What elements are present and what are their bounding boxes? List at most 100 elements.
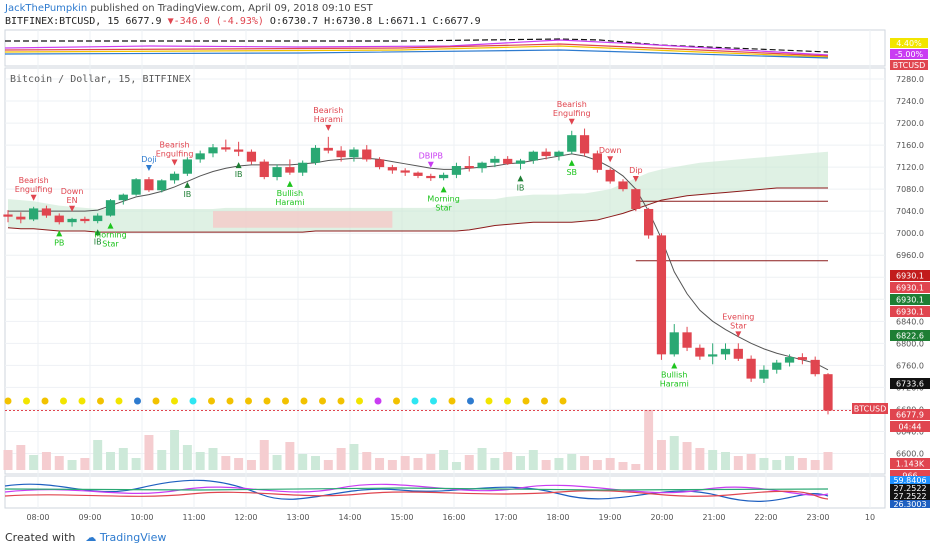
candle[interactable] <box>746 358 756 379</box>
oscillator-line <box>4 43 829 57</box>
price-tag-value: 6930.1 <box>896 284 924 293</box>
candle[interactable] <box>362 149 372 160</box>
candle[interactable] <box>797 357 807 360</box>
candle[interactable] <box>3 214 13 217</box>
candle[interactable] <box>387 167 397 171</box>
x-tick-label: 20:00 <box>650 513 673 522</box>
candle[interactable] <box>118 194 128 201</box>
candle[interactable] <box>374 159 385 168</box>
volume-bar <box>618 462 628 470</box>
candle[interactable] <box>131 179 141 195</box>
candle[interactable] <box>592 153 602 170</box>
x-tick-label: 10 <box>865 513 875 522</box>
candle[interactable] <box>157 180 167 191</box>
candle[interactable] <box>464 166 474 169</box>
pattern-label: Bullish <box>277 189 303 198</box>
candle[interactable] <box>669 332 679 355</box>
candle[interactable] <box>490 158 500 163</box>
candle[interactable] <box>208 147 218 154</box>
candle[interactable] <box>285 167 295 173</box>
bullish-signal-arrow <box>517 175 524 182</box>
candle[interactable] <box>567 135 577 152</box>
volume-bar <box>16 445 26 470</box>
candle[interactable] <box>144 179 154 191</box>
pattern-label: Star <box>730 321 747 330</box>
cloud-lower-line <box>7 187 828 233</box>
candle[interactable] <box>259 161 269 178</box>
candle[interactable] <box>105 200 116 216</box>
y-tick-label: 6960.0 <box>896 251 924 260</box>
candle[interactable] <box>400 170 410 173</box>
candle[interactable] <box>246 151 257 162</box>
price-panel[interactable] <box>4 67 886 475</box>
candle[interactable] <box>656 235 667 355</box>
y-tick-label: 7160.0 <box>896 141 924 150</box>
candle[interactable] <box>29 208 39 220</box>
candle[interactable] <box>695 347 705 357</box>
bearish-signal-arrow <box>607 156 614 163</box>
candle[interactable] <box>823 374 833 411</box>
candle[interactable] <box>80 218 90 222</box>
candle[interactable] <box>682 332 692 348</box>
volume-bar <box>311 456 320 470</box>
candle[interactable] <box>298 162 308 173</box>
candle[interactable] <box>221 147 231 150</box>
signal-dot <box>115 397 123 405</box>
candle[interactable] <box>708 354 718 357</box>
y-tick-label: 7040.0 <box>896 207 924 216</box>
indicator-value: 27.2522 <box>893 484 926 493</box>
candle[interactable] <box>644 208 654 236</box>
candle[interactable] <box>720 348 731 355</box>
pattern-label: Morning <box>427 194 459 203</box>
moving-average-line <box>8 153 829 371</box>
candle[interactable] <box>810 359 820 375</box>
candle[interactable] <box>234 149 244 152</box>
candle[interactable] <box>618 181 628 190</box>
candle[interactable] <box>733 348 743 359</box>
candle[interactable] <box>41 208 52 216</box>
candle[interactable] <box>772 362 782 370</box>
candle[interactable] <box>554 151 564 157</box>
candle[interactable] <box>605 169 615 182</box>
x-tick-label: 21:00 <box>702 513 725 522</box>
author-link[interactable]: JackThePumpkin <box>5 3 88 14</box>
candle[interactable] <box>451 166 462 175</box>
candle[interactable] <box>515 160 526 164</box>
candle[interactable] <box>579 135 590 154</box>
oscillator-line <box>4 39 829 56</box>
candle[interactable] <box>439 174 449 179</box>
candle[interactable] <box>426 175 436 179</box>
candle[interactable] <box>195 153 205 160</box>
candle[interactable] <box>336 150 346 158</box>
candle[interactable] <box>784 357 795 363</box>
volume-bar <box>669 436 679 470</box>
candle[interactable] <box>349 149 359 158</box>
candle[interactable] <box>16 216 26 220</box>
candle[interactable] <box>93 215 103 222</box>
indicator-value: BTCUSD <box>893 61 926 70</box>
candle[interactable] <box>182 159 192 174</box>
signal-dot <box>152 397 160 405</box>
candle[interactable] <box>503 158 513 164</box>
indicator-bottom-panel[interactable] <box>4 475 886 509</box>
candle[interactable] <box>310 147 321 163</box>
oscillator-top-panel[interactable] <box>4 29 886 67</box>
volume-bar <box>182 445 192 470</box>
candle[interactable] <box>67 218 77 223</box>
candle[interactable] <box>323 147 333 151</box>
price-change: ▼-346.0 (-4.93%) <box>167 16 264 27</box>
candle[interactable] <box>413 172 423 176</box>
candle[interactable] <box>54 215 64 223</box>
candle[interactable] <box>541 151 551 157</box>
candle[interactable] <box>477 162 487 169</box>
pattern-label: Harami <box>660 380 689 389</box>
candle[interactable] <box>169 173 180 181</box>
candle[interactable] <box>759 369 769 379</box>
chart-canvas[interactable]: 08:00 09:00 10:00 11:00 12:00 13:00 14:00 15:00… <box>0 0 932 530</box>
pattern-label: IB <box>94 237 102 246</box>
tradingview-logo[interactable]: ☁ TradingView <box>85 531 167 544</box>
candle[interactable] <box>528 151 538 161</box>
volume-bar <box>259 440 269 470</box>
candle[interactable] <box>272 167 282 178</box>
candle[interactable] <box>631 189 641 209</box>
